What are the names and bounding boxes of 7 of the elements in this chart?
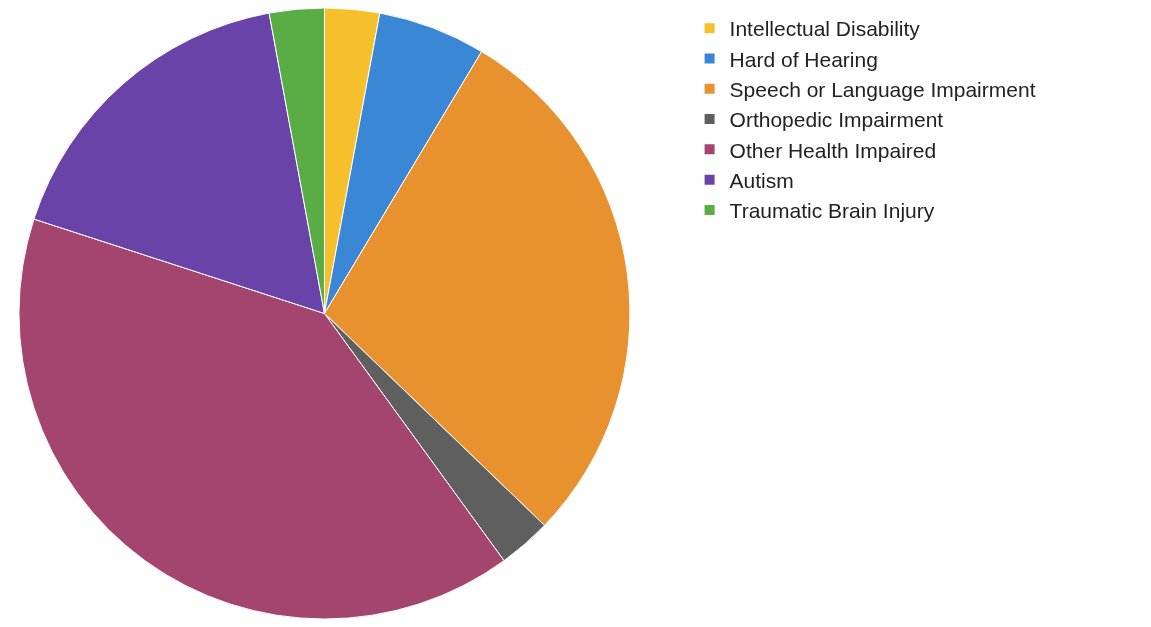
legend-label: Orthopedic Impairment [729, 108, 944, 132]
legend-label: Speech or Language Impairment [729, 77, 1036, 101]
legend-label: Hard of Hearing [729, 47, 878, 71]
legend-label: Autism [729, 168, 794, 192]
legend-label: Other Health Impaired [729, 138, 937, 162]
legend-label: Intellectual Disability [729, 17, 921, 41]
legend-label: Traumatic Brain Injury [729, 199, 935, 223]
